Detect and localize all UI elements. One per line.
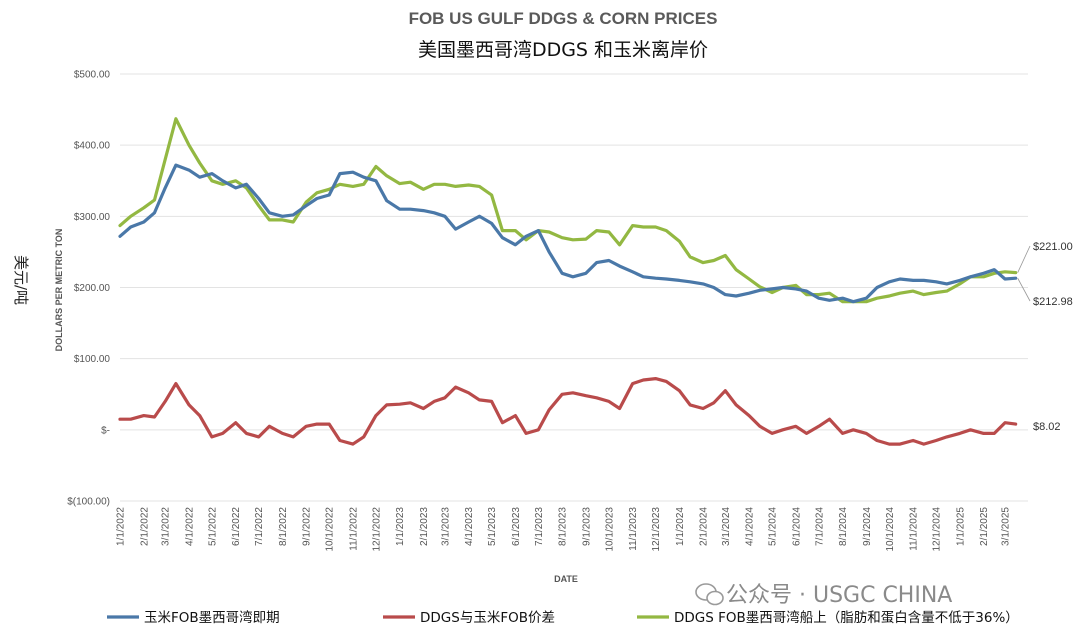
chart-title: FOB US GULF DDGS & CORN PRICES bbox=[409, 9, 718, 28]
x-tick-label: 12/1/2022 bbox=[371, 507, 382, 552]
y-tick-label: $200.00 bbox=[74, 283, 111, 294]
x-tick-label: 4/1/2023 bbox=[464, 507, 475, 546]
y-tick-label: $300.00 bbox=[74, 212, 111, 223]
x-tick-label: 6/1/2023 bbox=[511, 507, 522, 546]
y-axis-ticks: $500.00 $400.00 $300.00 $200.00 $100.00 $- $(1… bbox=[67, 70, 110, 508]
x-tick-label: 12/1/2023 bbox=[651, 507, 662, 552]
y-tick-label: $- bbox=[101, 425, 110, 436]
series-line-2 bbox=[118, 117, 1018, 304]
x-tick-label: 8/1/2024 bbox=[838, 507, 849, 546]
x-tick-label: 4/1/2024 bbox=[745, 507, 756, 546]
x-tick-label: 2/1/2024 bbox=[699, 507, 710, 546]
y-axis-label: DOLLARS PER METRIC TON bbox=[54, 229, 64, 352]
x-tick-label: 3/1/2025 bbox=[1001, 507, 1012, 546]
x-tick-label: 5/1/2023 bbox=[487, 507, 498, 546]
legend-item-1: DDGS与玉米FOB价差 bbox=[383, 610, 555, 626]
x-axis-label: DATE bbox=[554, 574, 578, 584]
x-tick-label: 7/1/2024 bbox=[814, 507, 825, 546]
legend-label: 玉米FOB墨西哥湾即期 bbox=[144, 609, 280, 626]
gridlines bbox=[120, 73, 1028, 502]
y-tick-label: $100.00 bbox=[74, 354, 111, 365]
end-label: $221.00 bbox=[1033, 241, 1073, 253]
legend-label: DDGS FOB墨西哥湾船上（脂肪和蛋白含量不低于36%） bbox=[674, 609, 1019, 626]
end-label: $8.02 bbox=[1033, 421, 1061, 433]
x-tick-label: 10/1/2023 bbox=[604, 507, 615, 552]
end-labels: $221.00 $212.98 $8.02 bbox=[1017, 241, 1073, 433]
series-line-1 bbox=[118, 377, 1018, 446]
x-tick-label: 5/1/2024 bbox=[768, 507, 779, 546]
x-tick-label: 10/1/2022 bbox=[325, 507, 336, 552]
x-tick-label: 12/1/2024 bbox=[932, 507, 943, 552]
x-tick-label: 7/1/2022 bbox=[254, 507, 265, 546]
x-tick-label: 11/1/2024 bbox=[909, 507, 920, 551]
x-tick-label: 10/1/2024 bbox=[885, 507, 896, 552]
x-tick-label: 2/1/2025 bbox=[979, 507, 990, 546]
legend-item-0: 玉米FOB墨西哥湾即期 bbox=[107, 609, 280, 626]
legend-item-2: DDGS FOB墨西哥湾船上（脂肪和蛋白含量不低于36%） bbox=[637, 609, 1019, 626]
x-tick-label: 9/1/2024 bbox=[862, 507, 873, 546]
x-tick-label: 6/1/2024 bbox=[791, 507, 802, 546]
unit-label: 美元/吨 bbox=[12, 255, 30, 305]
x-tick-label: 11/1/2022 bbox=[348, 507, 359, 551]
x-tick-label: 3/1/2024 bbox=[721, 507, 732, 546]
chart-subtitle: 美国墨西哥湾DDGS 和玉米离岸价 bbox=[418, 39, 708, 61]
watermark-text: 公众号 · USGC CHINA bbox=[726, 583, 952, 608]
y-tick-label: $500.00 bbox=[74, 70, 111, 81]
end-label-leader bbox=[1017, 245, 1031, 273]
x-tick-label: 5/1/2022 bbox=[207, 507, 218, 546]
x-tick-label: 6/1/2022 bbox=[231, 507, 242, 546]
x-tick-label: 7/1/2023 bbox=[534, 507, 545, 546]
x-tick-label: 1/1/2025 bbox=[955, 507, 966, 546]
x-tick-label: 3/1/2022 bbox=[161, 507, 172, 546]
x-tick-label: 9/1/2023 bbox=[581, 507, 592, 546]
x-tick-label: 4/1/2022 bbox=[185, 507, 196, 546]
x-tick-label: 3/1/2023 bbox=[440, 507, 451, 546]
x-tick-label: 1/1/2022 bbox=[116, 507, 127, 546]
legend-label: DDGS与玉米FOB价差 bbox=[420, 610, 555, 626]
x-tick-label: 8/1/2023 bbox=[558, 507, 569, 546]
end-label: $212.98 bbox=[1033, 296, 1073, 308]
x-tick-label: 1/1/2024 bbox=[675, 507, 686, 546]
x-axis-ticks: 1/1/2022 2/1/2022 3/1/2022 4/1/2022 5/1/2022… bbox=[116, 507, 1012, 552]
watermark: 公众号 · USGC CHINA bbox=[695, 583, 952, 608]
y-tick-label: $(100.00) bbox=[67, 497, 110, 508]
series-line-0 bbox=[118, 163, 1018, 304]
wechat-icon bbox=[695, 583, 724, 606]
x-tick-label: 1/1/2023 bbox=[395, 507, 406, 546]
x-tick-label: 8/1/2022 bbox=[278, 507, 289, 546]
x-tick-label: 2/1/2023 bbox=[419, 507, 430, 546]
y-tick-label: $400.00 bbox=[74, 141, 111, 152]
x-tick-label: 2/1/2022 bbox=[139, 507, 150, 546]
x-tick-label: 9/1/2022 bbox=[302, 507, 313, 546]
end-label-leader bbox=[1017, 278, 1031, 302]
series-lines bbox=[118, 117, 1018, 446]
legend: 玉米FOB墨西哥湾即期 DDGS与玉米FOB价差 DDGS FOB墨西哥湾船上（脂肪… bbox=[107, 609, 1019, 626]
x-tick-label: 11/1/2023 bbox=[628, 507, 639, 551]
